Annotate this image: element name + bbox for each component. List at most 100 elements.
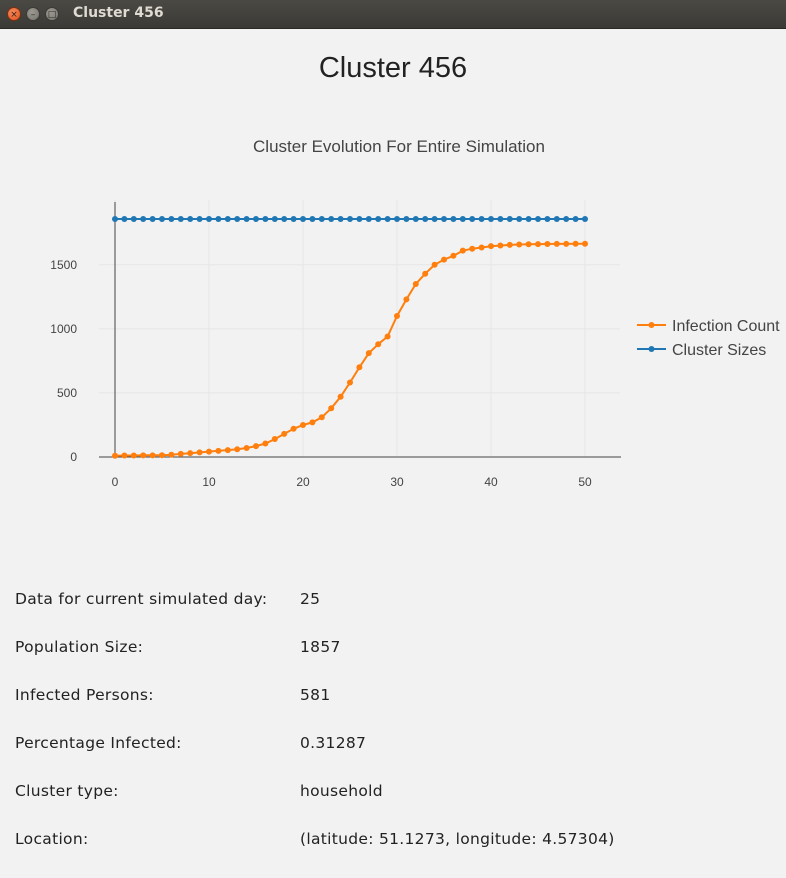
infection-count-point [318, 414, 325, 421]
cluster-sizes-point [535, 216, 541, 222]
infection-count-point [206, 448, 212, 455]
current-day-value: 25 [300, 590, 321, 608]
page-title: Cluster 456 [318, 52, 468, 84]
window-titlebar: × – □ Cluster 456 [0, 0, 786, 29]
chart-series [112, 216, 588, 459]
chart-legend[interactable]: Infection Count Cluster Sizes [637, 318, 780, 359]
infection-count-point [553, 240, 560, 247]
cluster-sizes-point [168, 216, 175, 222]
cluster-sizes-point [243, 216, 250, 222]
cluster-sizes-point [309, 216, 316, 222]
cluster-sizes-point [365, 216, 372, 222]
cluster-sizes-point [347, 216, 353, 222]
location-value: (latitude: 51.1273, longitude: 4.57304) [300, 830, 615, 848]
cluster-sizes-point [130, 216, 137, 222]
infection-count-point [572, 240, 579, 247]
infected-persons-label: Infected Persons: [15, 686, 154, 704]
x-tick-label: 30 [390, 475, 404, 489]
cluster-evolution-chart[interactable]: Cluster Evolution For Entire Simulation … [0, 120, 786, 500]
cluster-sizes-point [177, 216, 184, 222]
cluster-sizes-point [187, 216, 194, 222]
infection-count-point [243, 445, 250, 452]
infection-count-point [159, 452, 165, 459]
infection-count-point [112, 452, 118, 459]
infection-count-point [328, 405, 335, 412]
infection-count-point [271, 436, 278, 443]
cluster-sizes-point [431, 216, 438, 222]
cluster-sizes-point [375, 216, 382, 222]
cluster-sizes-point [140, 216, 147, 222]
infection-count-point [121, 452, 128, 459]
infection-count-point [441, 256, 447, 263]
cluster-sizes-point [356, 216, 363, 222]
infection-count-point [262, 440, 269, 447]
cluster-sizes-point [563, 216, 570, 222]
legend-label: Infection Count [672, 318, 780, 335]
infection-count-line [114, 242, 585, 457]
infection-count-point [140, 452, 147, 459]
legend-item-infection-count[interactable]: Infection Count [637, 318, 780, 335]
infection-count-point [478, 244, 485, 251]
cluster-sizes-point [215, 216, 222, 222]
infection-count-point [130, 452, 137, 459]
infection-count-point [497, 242, 504, 249]
population-size-value: 1857 [300, 638, 341, 656]
window-minimize-button[interactable]: – [26, 7, 40, 21]
y-tick-label: 1000 [50, 322, 77, 336]
infection-count-point [403, 296, 410, 303]
cluster-sizes-point [488, 216, 494, 222]
infection-count-point [347, 379, 353, 386]
cluster-sizes-point [469, 216, 476, 222]
infection-count-point [422, 270, 429, 277]
percentage-infected-value: 0.31287 [300, 734, 367, 752]
cluster-sizes-point [459, 216, 466, 222]
cluster-sizes-point [300, 216, 306, 222]
window-title: Cluster 456 [73, 5, 164, 21]
legend-item-cluster-sizes[interactable]: Cluster Sizes [637, 342, 766, 359]
cluster-sizes-point [337, 216, 344, 222]
cluster-sizes-point [281, 216, 288, 222]
infection-count-point [337, 393, 344, 400]
cluster-sizes-point [290, 216, 297, 222]
y-tick-label: 0 [70, 450, 77, 464]
infection-count-point [459, 247, 466, 254]
infection-count-point [375, 341, 382, 348]
cluster-sizes-point [394, 216, 400, 222]
infection-count-point [149, 452, 156, 459]
infection-count-point [177, 450, 184, 457]
chart-grid [99, 200, 620, 458]
cluster-sizes-point [516, 216, 523, 222]
cluster-sizes-point [234, 216, 241, 222]
infection-count-point [488, 243, 494, 250]
x-tick-label: 10 [202, 475, 216, 489]
infection-count-point [384, 333, 391, 340]
infection-count-point [525, 241, 532, 248]
cluster-sizes-point [206, 216, 212, 222]
window-close-button[interactable]: × [7, 7, 21, 21]
cluster-sizes-point [553, 216, 560, 222]
cluster-sizes-point [159, 216, 165, 222]
infection-count-point [431, 261, 438, 268]
infection-count-point [365, 350, 372, 357]
cluster-sizes-point [224, 216, 231, 222]
infection-count-point [544, 240, 551, 247]
cluster-sizes-point [318, 216, 325, 222]
infection-count-point [535, 241, 541, 248]
cluster-sizes-point [253, 216, 259, 222]
infected-persons-value: 581 [300, 686, 331, 704]
infection-count-point [196, 449, 203, 456]
infection-count-point [506, 241, 513, 248]
x-tick-label: 40 [484, 475, 498, 489]
cluster-sizes-point [506, 216, 513, 222]
infection-count-point [450, 252, 457, 259]
chart-title: Cluster Evolution For Entire Simulation [253, 137, 545, 156]
infection-count-point [356, 364, 363, 371]
legend-swatch-marker [648, 322, 655, 328]
cluster-sizes-point [422, 216, 429, 222]
cluster-sizes-point [572, 216, 579, 222]
window-maximize-button[interactable]: □ [45, 7, 59, 21]
cluster-sizes-point [582, 216, 588, 222]
infection-count-point [516, 241, 523, 248]
infection-count-point [469, 245, 476, 252]
infection-count-point [309, 419, 316, 426]
